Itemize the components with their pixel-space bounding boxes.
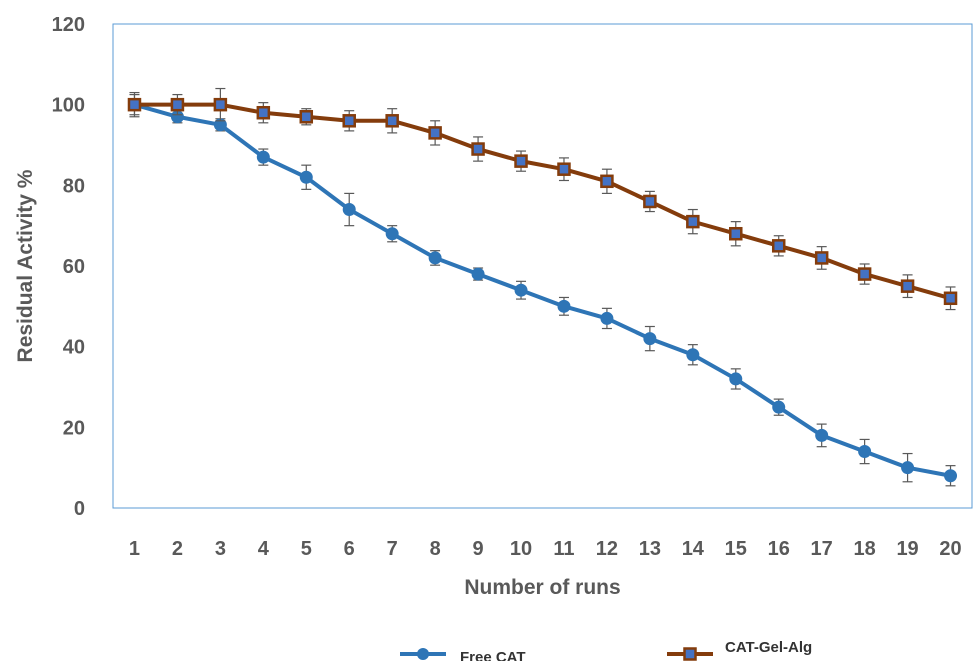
x-tick-label: 17: [811, 538, 833, 560]
series-cat-gel-alg: [127, 87, 958, 311]
plot-area: [112, 23, 973, 509]
legend-marker: [417, 648, 429, 660]
data-point: [729, 226, 743, 241]
data-point: [944, 469, 958, 483]
x-tick-label: 19: [896, 538, 918, 560]
data-point: [557, 299, 571, 313]
series-layer: [127, 87, 958, 487]
x-tick-label: 13: [639, 538, 661, 560]
x-tick-label: 3: [215, 538, 226, 560]
x-tick-label: 10: [510, 538, 532, 560]
data-point: [600, 311, 614, 325]
legend: Free CAT CAT-Gel-Alg: [400, 639, 812, 661]
data-point: [256, 105, 271, 120]
data-point: [299, 110, 314, 124]
data-point: [342, 114, 356, 128]
series-free-cat: [127, 91, 958, 487]
y-axis-title: Residual Activity %: [14, 169, 37, 362]
series-line: [133, 102, 951, 478]
plot-area-border: [112, 23, 973, 509]
data-point: [299, 170, 313, 184]
data-point: [385, 227, 399, 241]
x-tick-label: 7: [387, 538, 398, 560]
y-tick-label: 20: [63, 417, 85, 439]
x-axis-title: Number of runs: [464, 576, 620, 599]
data-point: [428, 251, 442, 265]
data-point: [643, 332, 657, 346]
data-point: [385, 114, 399, 128]
x-tick-label: 9: [473, 538, 484, 560]
x-tick-label: 20: [939, 538, 961, 560]
x-tick-label: 2: [172, 538, 183, 560]
data-point: [342, 203, 356, 217]
x-tick-label: 12: [596, 538, 618, 560]
data-point: [213, 97, 228, 112]
data-point: [686, 348, 700, 362]
data-point: [127, 97, 142, 112]
x-tick-label: 11: [553, 538, 574, 560]
legend-item-cat-gel-alg: CAT-Gel-Alg: [667, 639, 812, 661]
data-point: [900, 279, 915, 293]
data-point: [901, 461, 915, 475]
data-point: [471, 267, 485, 281]
x-tick-label: 4: [258, 538, 270, 560]
data-point: [514, 283, 528, 297]
y-tick-label: 60: [63, 256, 85, 278]
x-tick-label: 6: [344, 538, 355, 560]
data-point: [170, 97, 185, 112]
x-tick-label: 8: [430, 538, 441, 560]
data-point: [858, 445, 872, 459]
data-point: [600, 174, 614, 189]
data-point: [557, 162, 571, 176]
data-point: [643, 194, 657, 209]
y-tick-label: 0: [74, 498, 85, 520]
data-point: [771, 239, 786, 253]
data-point: [815, 428, 829, 442]
data-point: [814, 251, 829, 265]
data-point: [943, 291, 958, 306]
series-line: [134, 102, 952, 301]
x-tick-label: 1: [129, 538, 140, 560]
y-tick-label: 100: [52, 95, 85, 117]
x-tick-label: 14: [682, 538, 705, 560]
data-point: [514, 154, 528, 168]
data-point: [686, 214, 700, 229]
legend-label: CAT-Gel-Alg: [725, 639, 812, 656]
data-point: [857, 267, 872, 281]
x-tick-label: 16: [768, 538, 790, 560]
data-point: [428, 126, 442, 140]
data-point: [471, 142, 485, 156]
legend-label: Free CAT: [460, 649, 526, 661]
legend-item-free-cat: Free CAT: [400, 648, 526, 661]
data-point: [772, 400, 786, 414]
data-point: [256, 150, 270, 164]
legend-marker: [683, 647, 697, 661]
x-tick-label: 15: [725, 538, 747, 560]
data-point: [729, 372, 743, 386]
y-tick-label: 40: [63, 337, 85, 359]
y-tick-label: 80: [63, 175, 85, 197]
x-tick-label: 5: [301, 538, 312, 560]
x-tick-label: 18: [854, 538, 876, 560]
y-tick-label: 120: [52, 14, 85, 36]
